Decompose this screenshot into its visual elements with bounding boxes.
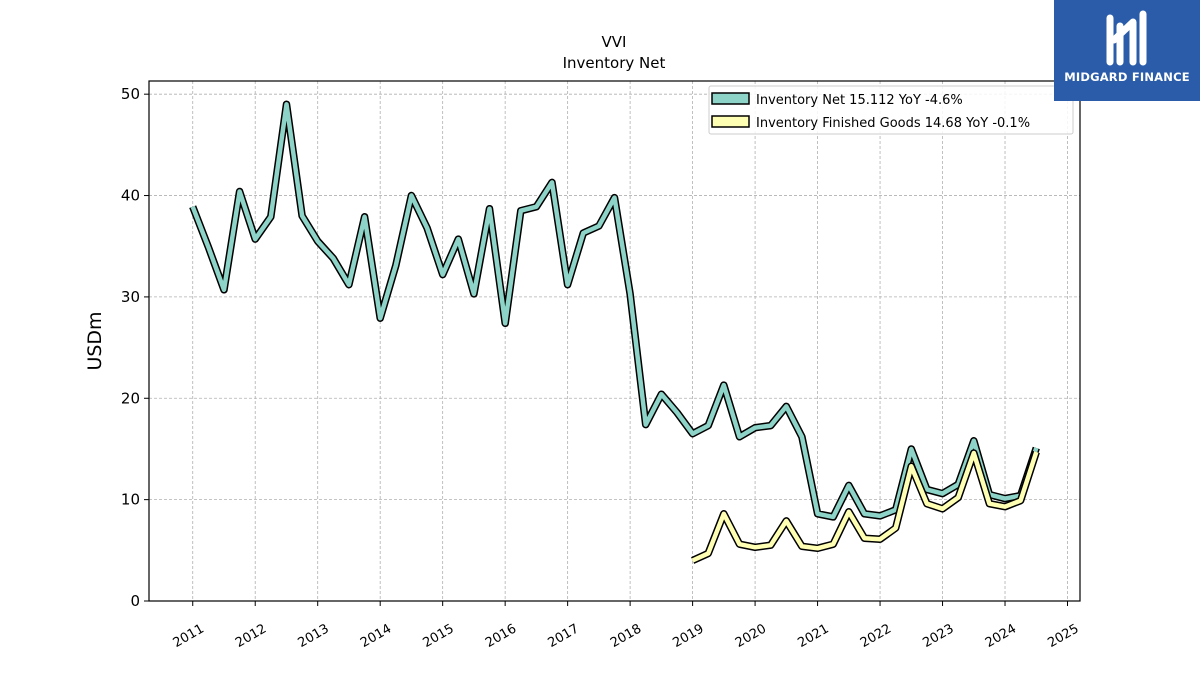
x-tick-label: 2021 [795,621,831,651]
y-tick-label: 40 [121,187,140,205]
midgard-finance-logo: MIDGARD FINANCE [1054,0,1200,101]
y-tick-label: 30 [121,288,140,306]
y-axis: 0 10 20 30 40 50 [121,85,149,610]
x-tick-label: 2014 [358,621,394,651]
x-tick-label: 2020 [733,621,769,651]
legend-swatch-inventory-net [711,92,750,105]
x-tick-label: 2016 [483,621,519,651]
x-axis: 2011 2012 2013 2014 2015 2016 2017 2018 2019 2020… [171,601,1082,651]
legend: Inventory Net 15.112 YoY -4.6% Inventory… [708,85,1074,135]
y-tick-label: 20 [121,389,140,407]
x-tick-label: 2019 [670,621,706,651]
y-axis-label: USDm [84,311,106,370]
legend-swatch-inventory-finished-goods [711,115,750,128]
series-layer [189,100,1040,564]
x-tick-label: 2025 [1045,621,1081,651]
y-tick-label: 10 [121,491,140,509]
logo-name: MIDGARD FINANCE [1064,70,1190,84]
y-tick-label: 0 [130,592,140,610]
x-tick-label: 2018 [608,621,644,651]
x-tick-label: 2011 [171,621,207,651]
legend-frame [708,85,1074,135]
logo-mark-icon [1106,10,1147,66]
legend-label-inventory-finished-goods: Inventory Finished Goods 14.68 YoY -0.1% [756,116,1030,131]
x-tick-label: 2017 [545,621,581,651]
x-tick-label: 2013 [296,621,332,651]
x-tick-label: 2024 [983,621,1019,651]
x-tick-label: 2022 [858,621,894,651]
plot-frame [148,80,1081,602]
chart-title: VVI [602,33,627,51]
grid-lines [149,81,1080,602]
legend-label-inventory-net: Inventory Net 15.112 YoY -4.6% [756,93,963,108]
x-tick-label: 2023 [920,621,956,651]
series-line-inventory-finished-goods [691,450,1039,563]
series-line-inventory-net [190,102,1039,520]
chart-subtitle: Inventory Net [563,54,666,72]
y-tick-label: 50 [121,85,140,103]
x-tick-label: 2012 [233,621,269,651]
x-tick-label: 2015 [421,621,457,651]
